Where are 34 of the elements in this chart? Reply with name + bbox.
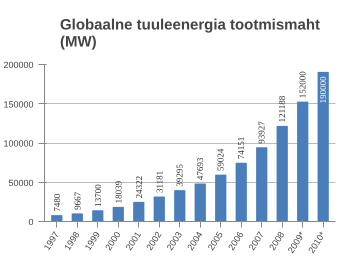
- bar: [112, 206, 124, 222]
- data-label: 31181: [154, 170, 164, 194]
- data-label: 13700: [92, 184, 103, 207]
- bar: [133, 202, 144, 222]
- y-tick-label: 200000: [3, 60, 34, 70]
- data-label: 47693: [195, 157, 206, 180]
- data-label: 59024: [216, 148, 226, 172]
- bar: [154, 196, 165, 222]
- bar: [92, 210, 104, 222]
- bar: [174, 190, 186, 222]
- bar: [194, 184, 206, 222]
- bar: [236, 162, 247, 222]
- y-tick-label: 150000: [3, 99, 34, 110]
- data-label: 74151: [236, 136, 246, 160]
- y-tick-label: 50000: [8, 178, 34, 188]
- bar: [256, 147, 268, 222]
- data-label: 24322: [134, 176, 144, 198]
- y-tick-label: 0: [28, 217, 34, 227]
- data-label: 121188: [277, 95, 288, 122]
- data-label: 7480: [52, 193, 62, 212]
- bar: [318, 72, 329, 222]
- data-label: 18039: [113, 180, 124, 204]
- chart-title: Globaalne tuuleenergia tootmismaht (MW): [60, 16, 320, 50]
- bar: [297, 102, 308, 222]
- data-label: 152000: [298, 70, 308, 98]
- bar: [276, 126, 288, 222]
- data-label: 39295: [174, 164, 185, 187]
- bar: [215, 174, 226, 222]
- y-tick-label: 100000: [3, 138, 34, 148]
- data-label: 190000: [318, 76, 328, 104]
- bar: [72, 213, 83, 222]
- data-label: 93927: [256, 120, 267, 144]
- bar: [51, 215, 62, 222]
- data-label: 9667: [72, 191, 82, 210]
